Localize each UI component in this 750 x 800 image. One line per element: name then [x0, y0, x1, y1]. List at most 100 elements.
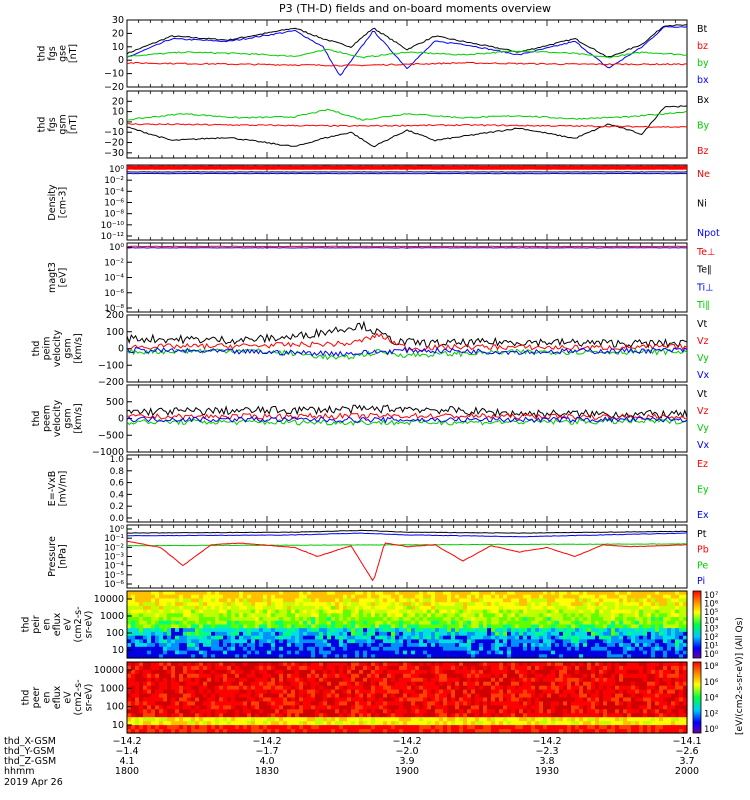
spectrogram-cell	[311, 605, 316, 611]
spectrogram-cell	[431, 689, 436, 695]
spectrogram-cell	[311, 643, 316, 648]
spectrogram-cell	[135, 665, 140, 671]
y-tick-label: 10⁻²	[104, 258, 124, 268]
spectrogram-cell	[475, 643, 480, 648]
spectrogram-cell	[419, 643, 424, 648]
y-tick-label: 0.4	[110, 490, 125, 500]
spectrogram-cell	[643, 677, 648, 683]
spectrogram-cell	[507, 654, 512, 659]
spectrogram-cell	[507, 624, 512, 629]
y-tick-label: 0.0	[110, 514, 125, 524]
spectrogram-cell	[319, 677, 324, 683]
spectrogram-cell	[455, 639, 460, 644]
spectrogram-cell	[327, 631, 332, 637]
spectrogram-cell	[331, 598, 336, 603]
spectrogram-cell	[491, 602, 496, 607]
spectrogram-cell	[311, 628, 316, 633]
spectrogram-cell	[303, 620, 308, 626]
series-line-Pb	[126, 540, 687, 582]
spectrogram-cell	[531, 613, 536, 618]
spectrogram-cell	[319, 613, 324, 618]
spectrogram-cell	[683, 628, 688, 633]
spectrogram-cell	[175, 617, 180, 622]
spectrogram-cell	[371, 594, 376, 599]
spectrogram-cell	[279, 685, 284, 691]
spectrogram-cell	[611, 654, 616, 659]
spectrogram-cell	[395, 681, 400, 687]
spectrogram-cell	[407, 646, 412, 652]
spectrogram-cell	[131, 594, 136, 599]
spectrogram-cell	[647, 654, 652, 659]
spectrogram-cell	[151, 613, 156, 618]
spectrogram-cell	[615, 689, 620, 695]
spectrogram-cell	[367, 677, 372, 683]
spectrogram-cell	[423, 643, 428, 648]
spectrogram-cell	[351, 613, 356, 618]
spectrogram-cell	[435, 693, 440, 699]
spectrogram-cell	[275, 598, 280, 603]
spectrogram-cell	[439, 697, 444, 702]
spectrogram-cell	[291, 628, 296, 633]
spectrogram-cell	[247, 639, 252, 644]
spectrogram-cell	[279, 624, 284, 629]
spectrogram-cell	[315, 631, 320, 637]
spectrogram-cell	[139, 598, 144, 603]
spectrogram-cell	[571, 693, 576, 699]
spectrogram-cell	[515, 665, 520, 671]
spectrogram-cell	[263, 624, 268, 629]
spectrogram-cell	[327, 701, 332, 706]
spectrogram-cell	[603, 609, 608, 614]
spectrogram-cell	[499, 643, 504, 648]
y-tick-label: 20	[112, 96, 124, 107]
spectrogram-cell	[511, 598, 516, 603]
series-line-Vy	[126, 417, 688, 427]
spectrogram-cell	[447, 673, 452, 679]
spectrogram-cell	[451, 673, 456, 679]
spectrogram-cell	[507, 685, 512, 691]
spectrogram-cell	[423, 594, 428, 599]
spectrogram-cell	[439, 689, 444, 695]
spectrogram-cell	[343, 689, 348, 695]
spectrogram-cell	[255, 620, 260, 626]
spectrogram-cell	[639, 665, 644, 671]
spectrogram-cell	[411, 605, 416, 611]
spectrogram-cell	[511, 681, 516, 687]
spectrogram-cell	[367, 613, 372, 618]
spectrogram-cell	[295, 602, 300, 607]
spectrogram-cell	[591, 685, 596, 691]
spectrogram-cell	[311, 602, 316, 607]
spectrogram-cell	[563, 673, 568, 679]
spectrogram-cell	[651, 594, 656, 599]
spectrogram-cell	[363, 609, 368, 614]
spectrogram-cell	[639, 624, 644, 629]
spectrogram-cell	[203, 631, 208, 637]
spectrogram-cell	[287, 609, 292, 614]
spectrogram-cell	[211, 654, 216, 659]
spectrogram-cell	[643, 594, 648, 599]
spectrogram-cell	[431, 677, 436, 683]
spectrogram-cell	[567, 669, 572, 675]
spectrogram-cell	[287, 689, 292, 695]
spectrogram-cell	[375, 701, 380, 706]
spectrogram-cell	[623, 594, 628, 599]
spectrogram-cell	[251, 591, 256, 596]
spectrogram-cell	[435, 602, 440, 607]
spectrogram-cell	[511, 677, 516, 683]
spectrogram-cell	[631, 591, 636, 596]
spectrogram-cell	[619, 613, 624, 618]
spectrogram-cell	[575, 681, 580, 687]
spectrogram-cell	[459, 591, 464, 596]
spectrogram-cell	[643, 613, 648, 618]
spectrogram-cell	[551, 681, 556, 687]
spectrogram-cell	[155, 650, 160, 655]
spectrogram-cell	[175, 631, 180, 637]
spectrogram-cell	[155, 598, 160, 603]
spectrogram-cell	[143, 669, 148, 675]
spectrogram-cell	[247, 646, 252, 652]
spectrogram-cell	[195, 598, 200, 603]
spectrogram-cell	[427, 598, 432, 603]
spectrogram-cell	[423, 650, 428, 655]
spectrogram-cell	[567, 643, 572, 648]
spectrogram-cell	[631, 594, 636, 599]
spectrogram-cell	[435, 697, 440, 702]
